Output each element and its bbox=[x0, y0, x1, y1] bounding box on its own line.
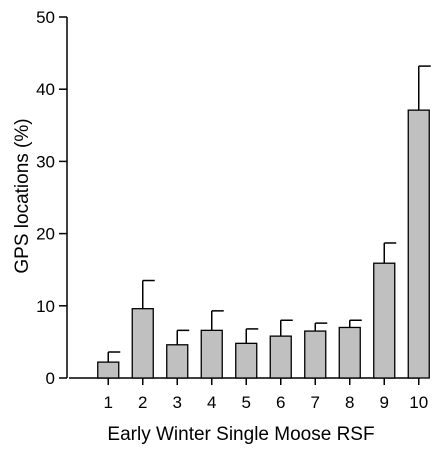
x-tick-label: 10 bbox=[409, 393, 428, 412]
bar bbox=[131, 308, 154, 379]
bar bbox=[338, 326, 361, 379]
bar bbox=[407, 109, 430, 379]
y-tick-label: 30 bbox=[36, 152, 55, 171]
y-tick-label: 0 bbox=[46, 369, 55, 388]
x-tick-label: 6 bbox=[276, 393, 285, 412]
x-tick-label: 4 bbox=[207, 393, 216, 412]
x-axis-label: Early Winter Single Moose RSF bbox=[107, 424, 374, 445]
x-tick-label: 9 bbox=[380, 393, 389, 412]
y-tick-label: 50 bbox=[36, 8, 55, 27]
x-tick-label: 1 bbox=[104, 393, 113, 412]
bars bbox=[97, 109, 430, 379]
bar bbox=[304, 330, 327, 379]
bar bbox=[235, 342, 258, 379]
x-tick-label: 2 bbox=[138, 393, 147, 412]
bar bbox=[373, 262, 396, 379]
y-tick-label: 10 bbox=[36, 297, 55, 316]
y-axis-label: GPS locations (%) bbox=[12, 118, 33, 273]
x-tick-label: 7 bbox=[311, 393, 320, 412]
x-axis: 1 2 3 4 5 6 7 8 9 10 bbox=[69, 377, 428, 412]
bar bbox=[97, 361, 120, 379]
y-tick-label: 20 bbox=[36, 225, 55, 244]
error-bars bbox=[107, 65, 431, 363]
y-axis: 0 10 20 30 40 50 bbox=[36, 8, 68, 388]
x-tick-label: 3 bbox=[173, 393, 182, 412]
bar bbox=[269, 335, 292, 379]
x-tick-label: 5 bbox=[242, 393, 251, 412]
x-tick-label: 8 bbox=[345, 393, 354, 412]
y-tick-label: 40 bbox=[36, 80, 55, 99]
bar bbox=[166, 344, 189, 379]
bar bbox=[200, 329, 223, 379]
